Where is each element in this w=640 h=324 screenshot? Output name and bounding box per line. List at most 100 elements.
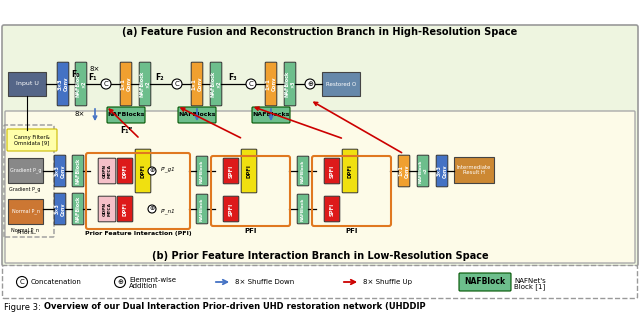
- Text: DPFI: DPFI: [122, 202, 127, 216]
- FancyBboxPatch shape: [54, 155, 66, 187]
- Text: NAFBlock: NAFBlock: [200, 197, 204, 221]
- Circle shape: [101, 79, 111, 89]
- FancyBboxPatch shape: [76, 62, 87, 106]
- FancyBboxPatch shape: [140, 62, 151, 106]
- FancyBboxPatch shape: [454, 157, 494, 183]
- Text: Input U: Input U: [15, 82, 38, 87]
- FancyBboxPatch shape: [7, 129, 57, 151]
- Text: PFI: PFI: [245, 228, 257, 234]
- Text: (b) Prior Feature Interaction Branch in Low-Resolution Space: (b) Prior Feature Interaction Branch in …: [152, 251, 488, 261]
- Text: C: C: [104, 81, 108, 87]
- Text: 1×1
Conv: 1×1 Conv: [191, 77, 202, 91]
- Text: DPFI: DPFI: [348, 164, 353, 178]
- Text: NAFBlock: NAFBlock: [301, 159, 305, 183]
- Text: GDPN
MTCA: GDPN MTCA: [102, 164, 111, 178]
- Text: NAFBlocks: NAFBlocks: [179, 112, 216, 118]
- Text: DPFI: DPFI: [141, 164, 145, 178]
- FancyBboxPatch shape: [178, 107, 216, 123]
- Text: Overview of our Dual Interaction Prior-driven UHD restoration network (UHDDIP: Overview of our Dual Interaction Prior-d…: [44, 303, 426, 311]
- Text: 1×1
Conv: 1×1 Conv: [120, 77, 131, 91]
- Text: SPFI: SPFI: [330, 164, 335, 178]
- Circle shape: [17, 276, 28, 287]
- Text: 1×1
Conv: 1×1 Conv: [399, 164, 410, 178]
- Text: GDPN
MTCA: GDPN MTCA: [102, 202, 111, 216]
- FancyBboxPatch shape: [191, 62, 203, 106]
- FancyBboxPatch shape: [459, 273, 511, 291]
- Text: PFI: PFI: [346, 228, 358, 234]
- Circle shape: [305, 79, 315, 89]
- Text: 8× Shuffle Down: 8× Shuffle Down: [235, 279, 294, 285]
- FancyBboxPatch shape: [8, 72, 46, 96]
- Text: ⊕: ⊕: [307, 81, 313, 87]
- Text: 8×: 8×: [90, 66, 100, 72]
- FancyBboxPatch shape: [196, 156, 208, 186]
- FancyBboxPatch shape: [322, 72, 360, 96]
- Text: 8× Shuffle Up: 8× Shuffle Up: [363, 279, 412, 285]
- Text: Normal P_n: Normal P_n: [11, 227, 39, 233]
- FancyBboxPatch shape: [241, 149, 257, 193]
- FancyBboxPatch shape: [8, 199, 43, 224]
- Text: NAFBlock
×2: NAFBlock ×2: [419, 159, 428, 183]
- Text: NAFBlock: NAFBlock: [76, 196, 81, 222]
- Text: DPFI: DPFI: [246, 164, 252, 178]
- FancyBboxPatch shape: [436, 155, 448, 187]
- FancyBboxPatch shape: [196, 194, 208, 224]
- FancyBboxPatch shape: [252, 107, 290, 123]
- FancyBboxPatch shape: [5, 111, 635, 263]
- Circle shape: [246, 79, 256, 89]
- FancyBboxPatch shape: [284, 62, 296, 106]
- Text: (a) Feature Fusion and Reconstruction Branch in High-Resolution Space: (a) Feature Fusion and Reconstruction Br…: [122, 27, 518, 37]
- Text: NAFBlock
×3: NAFBlock ×3: [285, 71, 296, 97]
- FancyBboxPatch shape: [107, 107, 145, 123]
- FancyBboxPatch shape: [417, 155, 429, 187]
- Circle shape: [148, 167, 156, 175]
- Text: Block [1]: Block [1]: [514, 284, 545, 290]
- FancyBboxPatch shape: [117, 196, 133, 222]
- Text: DPFI: DPFI: [122, 164, 127, 178]
- FancyBboxPatch shape: [54, 193, 66, 225]
- Text: NAFBlock
×2: NAFBlock ×2: [211, 71, 221, 97]
- Text: NAFBlock
×2: NAFBlock ×2: [140, 71, 150, 97]
- Circle shape: [148, 205, 156, 213]
- Text: Prior Feature Interaction (PFI): Prior Feature Interaction (PFI): [84, 231, 191, 236]
- Text: 3×3
Conv: 3×3 Conv: [54, 202, 65, 216]
- Text: Figure 3:: Figure 3:: [4, 303, 44, 311]
- Text: ⊕: ⊕: [149, 168, 155, 173]
- Text: F₁ᴾ: F₁ᴾ: [120, 126, 132, 135]
- Text: Priors: Priors: [16, 230, 34, 236]
- Text: ⊕: ⊕: [117, 279, 123, 285]
- Text: Intermediate
Result H: Intermediate Result H: [457, 165, 491, 175]
- FancyBboxPatch shape: [135, 149, 151, 193]
- Text: C: C: [248, 81, 253, 87]
- Text: 8×: 8×: [75, 111, 85, 117]
- Text: Element-wise: Element-wise: [129, 277, 176, 283]
- Text: Concatenation: Concatenation: [31, 279, 82, 285]
- Text: Gradient P_g: Gradient P_g: [10, 168, 41, 173]
- Text: P'_n1: P'_n1: [161, 208, 175, 214]
- FancyBboxPatch shape: [57, 62, 69, 106]
- Text: Addition: Addition: [129, 283, 158, 289]
- FancyBboxPatch shape: [342, 149, 358, 193]
- Text: Restored O: Restored O: [326, 82, 356, 87]
- Text: 3×3
Conv: 3×3 Conv: [54, 164, 65, 178]
- Text: P'_g1: P'_g1: [161, 166, 175, 172]
- Text: 3×3
Conv: 3×3 Conv: [58, 77, 68, 91]
- Text: 1×1
Conv: 1×1 Conv: [266, 77, 276, 91]
- Text: NAFBlocks: NAFBlocks: [108, 112, 145, 118]
- Text: NAFBlock: NAFBlock: [465, 277, 506, 286]
- Text: Normal P_n: Normal P_n: [12, 209, 40, 214]
- Text: Gradient P_g: Gradient P_g: [9, 186, 41, 192]
- Text: SPFI: SPFI: [330, 202, 335, 216]
- FancyBboxPatch shape: [120, 62, 132, 106]
- Text: NAFBlock: NAFBlock: [200, 159, 204, 183]
- Text: SPFI: SPFI: [228, 202, 234, 216]
- Text: NAFBlocks: NAFBlocks: [252, 112, 290, 118]
- FancyBboxPatch shape: [210, 62, 222, 106]
- Text: NAFBlock: NAFBlock: [301, 197, 305, 221]
- Circle shape: [115, 276, 125, 287]
- FancyBboxPatch shape: [8, 158, 43, 183]
- FancyBboxPatch shape: [2, 25, 638, 266]
- Text: NAFBlock
×2: NAFBlock ×2: [76, 71, 86, 97]
- FancyBboxPatch shape: [297, 194, 309, 224]
- Text: F₃: F₃: [228, 73, 237, 82]
